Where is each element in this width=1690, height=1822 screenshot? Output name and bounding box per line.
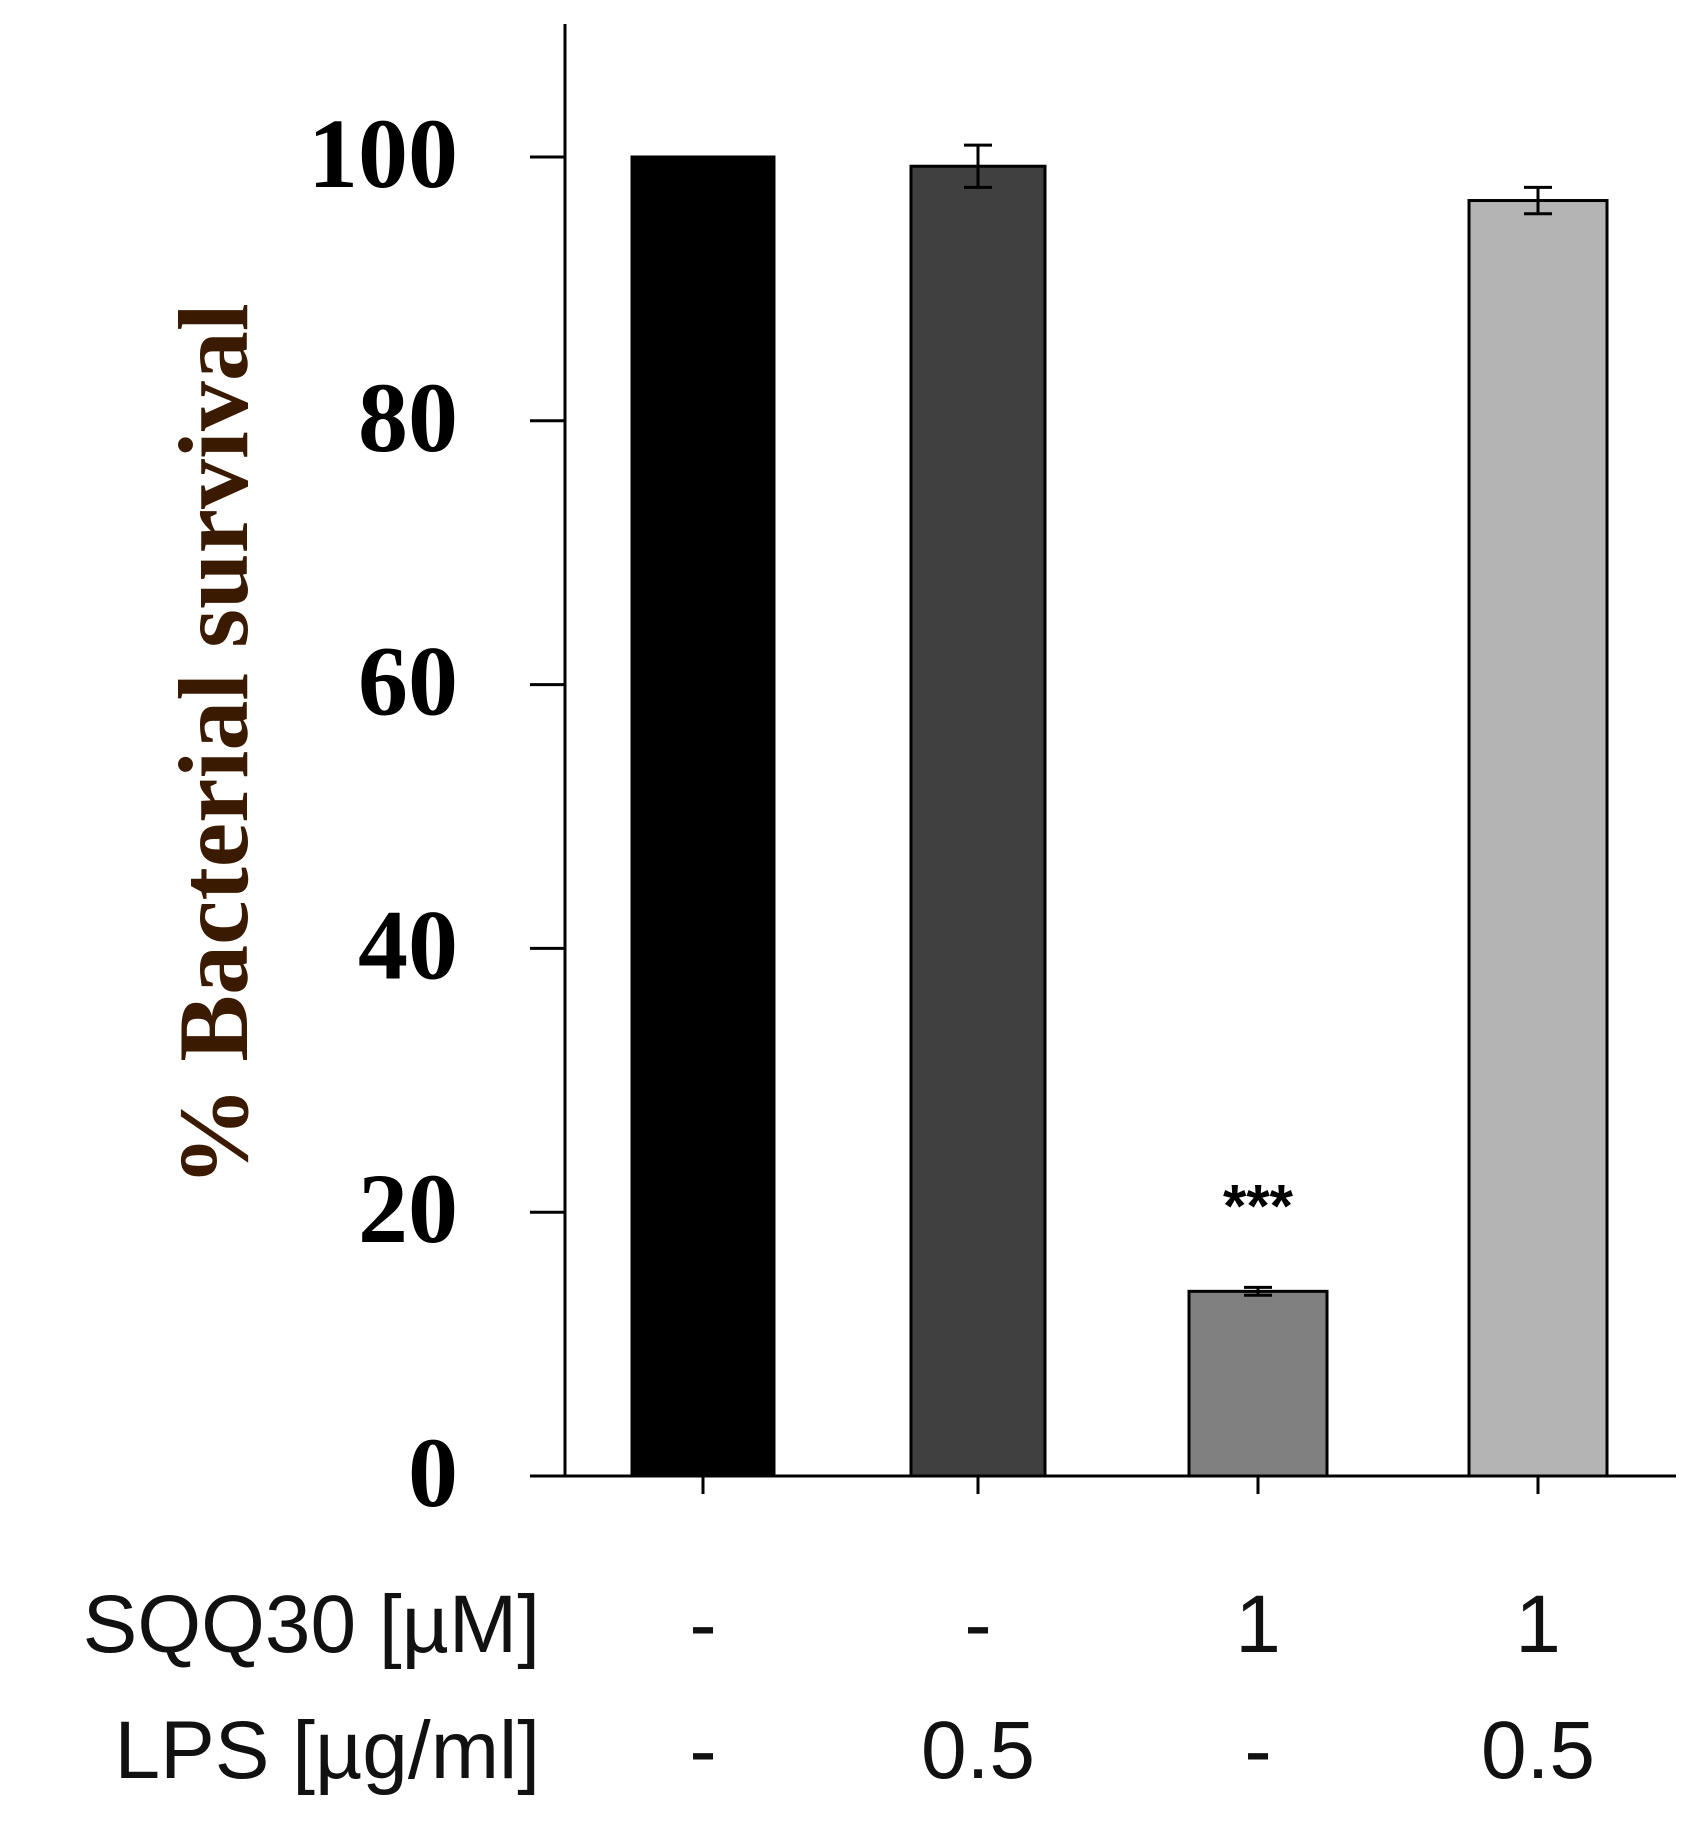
y-tick-label-100: 100 [308, 98, 458, 209]
error-bars-layer [964, 143, 1552, 1297]
lps-value-1: - [689, 1705, 716, 1796]
y-tick-label-0: 0 [408, 1417, 458, 1528]
lps-row-label: LPS [µg/ml] [115, 1705, 541, 1796]
y-tick-label-80: 80 [358, 362, 458, 473]
y-tick-label-40: 40 [358, 889, 458, 1000]
lps-value-3: - [1244, 1705, 1271, 1796]
sqq30-value-4: 1 [1515, 1579, 1561, 1670]
sqq30-value-1: - [689, 1579, 716, 1670]
bar-1 [630, 155, 776, 1478]
y-axis-title: % Bacterial survival [158, 303, 269, 1186]
sqq30-value-3: 1 [1235, 1579, 1281, 1670]
y-tick-label-20: 20 [358, 1153, 458, 1264]
y-tick-label-60: 60 [358, 626, 458, 737]
sqq30-value-2: - [964, 1579, 991, 1670]
significance-label: *** [1223, 1172, 1294, 1239]
sqq30-row-label: SQQ30 [µM] [83, 1579, 540, 1670]
bar-4 [1467, 199, 1609, 1478]
axes-layer [530, 24, 1676, 1494]
bar-3 [1187, 1289, 1329, 1478]
labels-layer: 0 20 40 60 80 100 *** SQQ30 [µM] - - 1 1 LPS [µg/ml]… [83, 98, 1595, 1796]
bar-2 [909, 164, 1047, 1478]
bars-layer [630, 155, 1609, 1478]
lps-value-2: 0.5 [921, 1705, 1035, 1796]
lps-value-4: 0.5 [1481, 1705, 1595, 1796]
